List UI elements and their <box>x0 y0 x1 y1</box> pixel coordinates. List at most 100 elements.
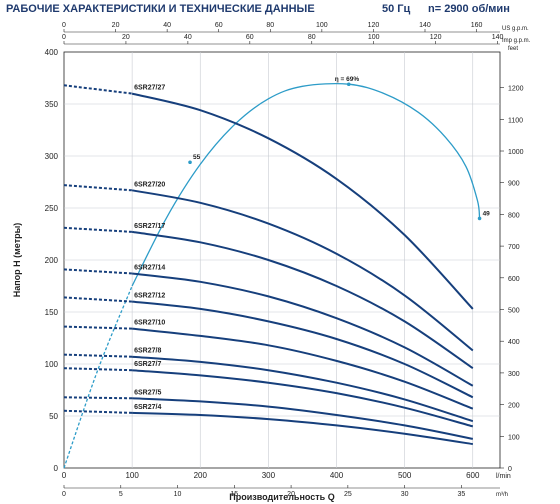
imp-gpm-tick-label: 100 <box>368 34 380 41</box>
us-gpm-tick-label: 160 <box>471 22 483 29</box>
x-tick-label: 600 <box>466 471 480 480</box>
x-tick-label: 400 <box>330 471 344 480</box>
imp-gpm-tick-label: 20 <box>122 34 130 41</box>
us-gpm-unit-label: US g.p.m. <box>502 26 529 32</box>
pump-curve-label: 6SR27/14 <box>134 265 165 272</box>
pump-curve <box>132 397 473 440</box>
pump-curve-dashed <box>63 353 133 358</box>
pump-curve-dashed <box>63 84 133 95</box>
y-axis-title: Напор H (метры) <box>12 223 22 298</box>
pump-curve-label: 6SR27/10 <box>134 320 165 327</box>
efficiency-point <box>188 160 192 165</box>
y-tick-label: 0 <box>54 464 59 473</box>
y-tick-label: 350 <box>45 100 59 109</box>
x-tick-label: 100 <box>125 471 139 480</box>
pump-curve <box>131 189 474 352</box>
feet-tick-label: 700 <box>508 244 520 251</box>
x-axis-title: Производительность Q <box>229 492 334 502</box>
efficiency-label: 49 <box>483 210 491 217</box>
pump-curve-label: 6SR27/8 <box>134 348 161 355</box>
pump-curve <box>132 355 474 423</box>
y-tick-label: 400 <box>45 48 59 57</box>
efficiency-curve <box>131 83 481 287</box>
pump-curve-label: 6SR27/12 <box>134 293 165 300</box>
y-tick-label: 300 <box>45 152 59 161</box>
pump-curve-label: 6SR27/27 <box>134 85 165 92</box>
feet-tick-label: 900 <box>508 181 520 188</box>
imp-gpm-tick-label: 40 <box>184 34 192 41</box>
us-gpm-tick-label: 100 <box>316 22 328 29</box>
feet-tick-label: 300 <box>508 371 520 378</box>
y-tick-label: 200 <box>45 256 59 265</box>
us-gpm-tick-label: 120 <box>368 22 380 29</box>
pump-curve <box>131 92 474 310</box>
m3h-tick-label: 20 <box>287 491 295 498</box>
pump-curve <box>132 369 474 428</box>
page-title: РАБОЧИЕ ХАРАКТЕРИСТИКИ И ТЕХНИЧЕСКИЕ ДАН… <box>6 3 315 15</box>
imp-gpm-tick-label: 140 <box>492 34 504 41</box>
x-tick-label: 500 <box>398 471 412 480</box>
feet-tick-label: 0 <box>508 466 512 473</box>
efficiency-point <box>346 82 351 87</box>
m3h-tick-label: 0 <box>62 491 66 498</box>
x-tick-label: 0 <box>62 471 67 480</box>
pump-curve-dashed <box>63 184 133 192</box>
m3h-unit-label: m³/h <box>496 492 508 498</box>
feet-tick-label: 100 <box>508 434 520 441</box>
efficiency-point <box>477 216 482 221</box>
pump-curve-label: 6SR27/7 <box>134 361 161 368</box>
y-tick-label: 150 <box>45 308 59 317</box>
pump-curve-label: 6SR27/5 <box>134 389 161 396</box>
pump-curve-dashed <box>63 325 133 330</box>
imp-gpm-tick-label: 120 <box>430 34 442 41</box>
pump-curve-dashed <box>63 296 133 303</box>
pump-curve-label: 6SR27/4 <box>134 404 161 411</box>
pump-curve-label: 6SR27/20 <box>134 181 165 188</box>
imp-gpm-unit-label: Imp g.p.m. <box>502 38 531 44</box>
imp-gpm-tick-label: 80 <box>308 34 316 41</box>
m3h-tick-label: 25 <box>344 491 352 498</box>
pump-curve <box>131 230 474 370</box>
pump-curve-dashed <box>63 268 133 275</box>
x-tick-label: 200 <box>194 471 208 480</box>
pump-curve <box>132 411 473 446</box>
y-tick-label: 250 <box>45 204 59 213</box>
imp-gpm-tick-label: 0 <box>62 34 66 41</box>
pump-curve-label: 6SR27/17 <box>134 223 165 230</box>
feet-tick-label: 400 <box>508 339 520 346</box>
m3h-tick-label: 35 <box>457 491 465 498</box>
y-tick-label: 50 <box>49 412 58 421</box>
pump-curve <box>131 300 474 399</box>
efficiency-label: η = 69% <box>335 76 360 83</box>
feet-tick-label: 600 <box>508 276 520 283</box>
pump-curve <box>131 272 474 387</box>
speed-label: n= 2900 об/мин <box>428 3 510 15</box>
us-gpm-tick-label: 80 <box>266 22 274 29</box>
us-gpm-tick-label: 60 <box>215 22 223 29</box>
us-gpm-tick-label: 0 <box>62 22 66 29</box>
imp-gpm-tick-label: 60 <box>246 34 254 41</box>
feet-tick-label: 500 <box>508 308 520 315</box>
pump-curve-dashed <box>63 396 133 400</box>
efficiency-curve-dashed <box>63 285 133 469</box>
feet-unit-label: feet <box>508 46 518 52</box>
m3h-tick-label: 30 <box>401 491 409 498</box>
m3h-tick-label: 10 <box>174 491 182 498</box>
feet-tick-label: 200 <box>508 403 520 410</box>
us-gpm-tick-label: 20 <box>112 22 120 29</box>
pump-curve-dashed <box>63 226 133 233</box>
y-tick-label: 100 <box>45 360 59 369</box>
m3h-tick-label: 15 <box>230 491 238 498</box>
feet-tick-label: 800 <box>508 212 520 219</box>
feet-tick-label: 1200 <box>508 86 524 93</box>
us-gpm-tick-label: 40 <box>163 22 171 29</box>
us-gpm-tick-label: 140 <box>419 22 431 29</box>
m3h-tick-label: 5 <box>119 491 123 498</box>
x-tick-label: 300 <box>262 471 276 480</box>
efficiency-label: 55 <box>193 154 201 161</box>
pump-curve <box>131 327 474 410</box>
pump-curve-dashed <box>63 409 133 414</box>
x-unit-label: l/min <box>496 473 511 480</box>
feet-tick-label: 1100 <box>508 117 523 124</box>
